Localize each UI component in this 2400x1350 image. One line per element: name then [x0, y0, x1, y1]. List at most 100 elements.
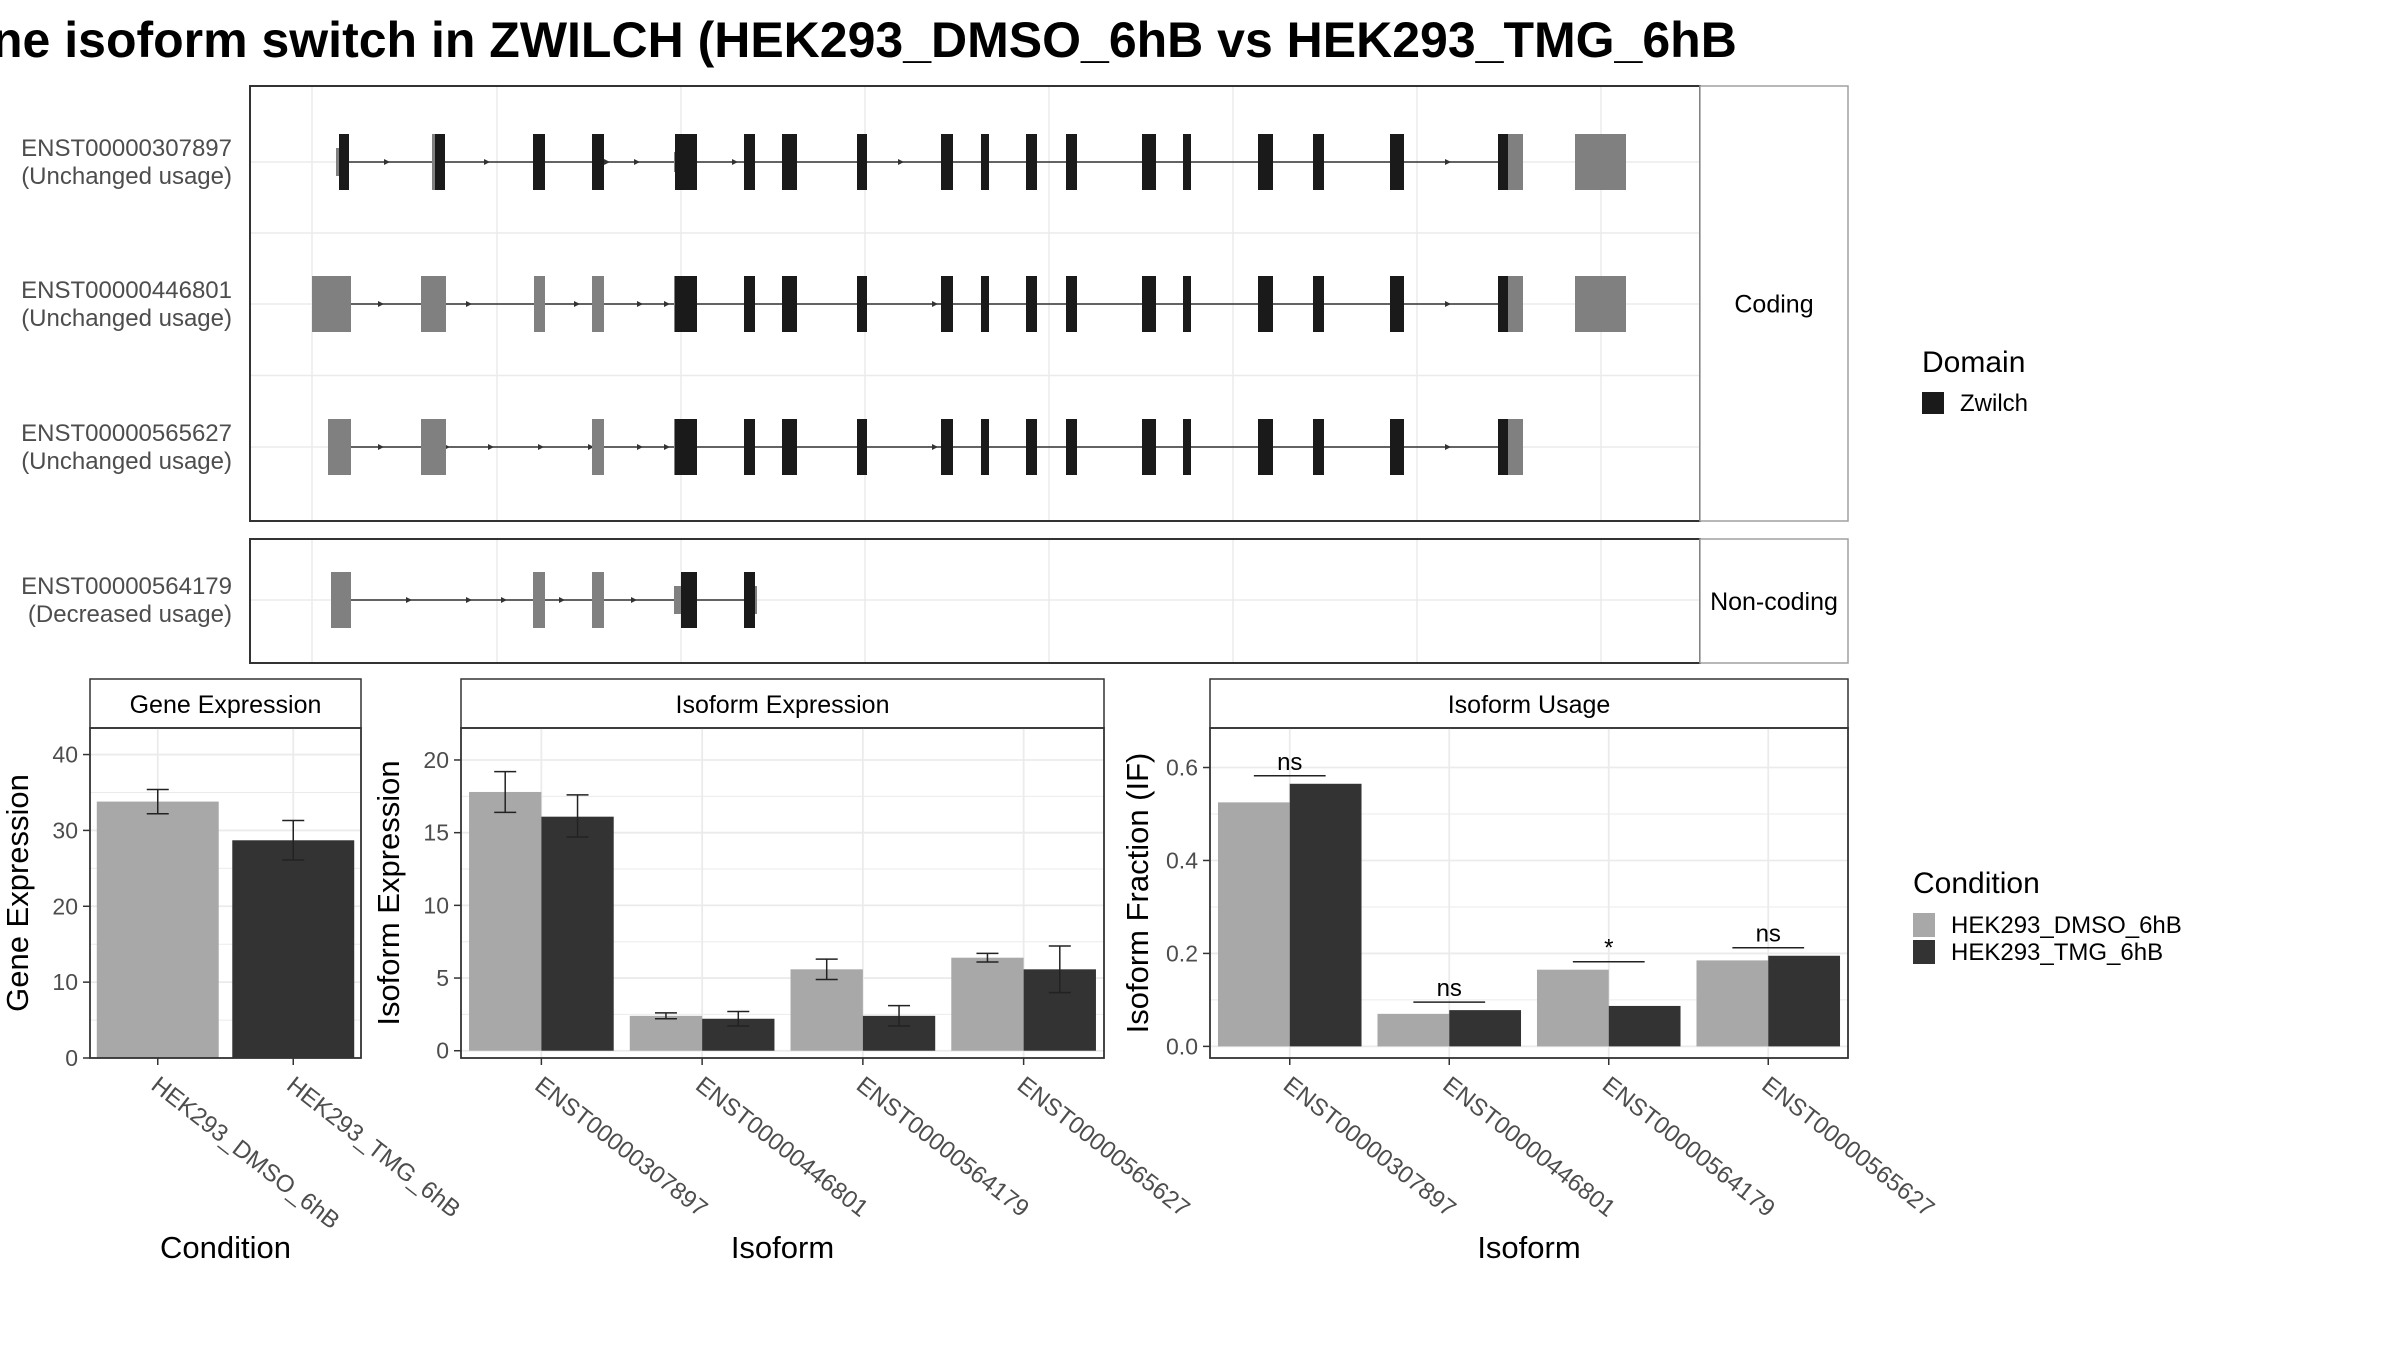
- utr-exon: [534, 276, 545, 332]
- zwilch-domain-exon: [1066, 419, 1077, 475]
- bar: [1696, 960, 1769, 1047]
- intron-direction-arrow: [538, 444, 544, 450]
- zwilch-domain-exon: [1142, 134, 1156, 190]
- domain-legend: Domain Zwilch: [1922, 346, 2028, 417]
- isoform-expression-chart: Isoform Expression 0 5 10 15 20 ENST0000030789…: [371, 678, 1195, 1265]
- utr-exon: [674, 152, 675, 172]
- significance-label: ns: [1277, 749, 1302, 776]
- zwilch-domain-exon: [675, 419, 697, 475]
- zwilch-domain-exon: [1498, 134, 1508, 190]
- intron-direction-arrow: [898, 159, 904, 165]
- intron-direction-arrow: [1445, 444, 1451, 450]
- utr-exon: [336, 148, 339, 176]
- zwilch-domain-exon: [675, 134, 697, 190]
- zwilch-domain-exon: [1183, 134, 1191, 190]
- transcript-id-label: ENST00000307897: [21, 135, 232, 162]
- utr-exon: [1508, 419, 1523, 475]
- zwilch-domain-exon: [941, 276, 953, 332]
- zwilch-domain-exon: [1183, 419, 1191, 475]
- chart-strip: [1209, 678, 1849, 729]
- y-tick-label: 0: [65, 1045, 78, 1071]
- y-tick-label: 0.6: [1166, 755, 1198, 781]
- transcript-usage-label: (Decreased usage): [28, 601, 232, 628]
- intron-direction-arrow: [488, 444, 494, 450]
- transcript-id-label: ENST00000446801: [21, 277, 232, 304]
- intron-direction-arrow: [378, 444, 384, 450]
- y-tick-label: 20: [52, 893, 78, 919]
- intron-direction-arrow: [664, 301, 670, 307]
- zwilch-domain-exon: [1498, 419, 1508, 475]
- bar: [1377, 1013, 1450, 1047]
- zwilch-domain-exon: [1390, 276, 1404, 332]
- utr-exon: [328, 419, 351, 475]
- domain-legend-key-zwilch: [1922, 392, 1944, 414]
- zwilch-domain-exon: [1026, 276, 1037, 332]
- bar: [96, 801, 219, 1058]
- condition-legend: Condition HEK293_DMSO_6hB HEK293_TMG_6hB: [1913, 867, 2182, 966]
- utr-exon: [331, 572, 351, 628]
- zwilch-domain-exon: [533, 134, 545, 190]
- zwilch-domain-exon: [1142, 419, 1156, 475]
- utr-exon: [421, 276, 446, 332]
- condition-legend-key-dmso: [1913, 913, 1935, 937]
- y-tick-label: 0.2: [1166, 940, 1198, 966]
- zwilch-domain-exon: [592, 134, 604, 190]
- intron-direction-arrow: [637, 301, 643, 307]
- zwilch-domain-exon: [675, 276, 697, 332]
- bar: [1217, 802, 1290, 1047]
- condition-legend-label-tmg: HEK293_TMG_6hB: [1951, 939, 2163, 966]
- condition-legend-key-tmg: [1913, 940, 1935, 964]
- utr-exon: [432, 134, 435, 190]
- figure-title: ne isoform switch in ZWILCH (HEK293_DMSO…: [0, 12, 1737, 68]
- zwilch-domain-exon: [744, 419, 755, 475]
- zwilch-domain-exon: [744, 134, 755, 190]
- intron-direction-arrow: [604, 159, 610, 165]
- bar: [469, 791, 542, 1051]
- utr-exon: [755, 586, 757, 614]
- utr-exon: [421, 419, 446, 475]
- y-axis-title: Isoform Expression: [371, 760, 406, 1025]
- bar: [1608, 1005, 1681, 1047]
- utr-exon: [592, 572, 604, 628]
- zwilch-domain-exon: [1390, 419, 1404, 475]
- intron-direction-arrow: [466, 597, 472, 603]
- y-axis-title: Isoform Fraction (IF): [1120, 753, 1155, 1034]
- x-axis-title: Isoform: [731, 1230, 834, 1265]
- intron-direction-arrow: [932, 444, 938, 450]
- y-tick-label: 5: [436, 965, 449, 991]
- bar: [541, 816, 614, 1051]
- intron-direction-arrow: [932, 301, 938, 307]
- zwilch-domain-exon: [681, 572, 697, 628]
- utr-exon: [1508, 134, 1523, 190]
- intron-direction-arrow: [378, 301, 384, 307]
- intron-direction-arrow: [637, 444, 643, 450]
- bar: [1768, 955, 1841, 1047]
- bar: [1449, 1010, 1522, 1047]
- utr-exon: [533, 572, 545, 628]
- transcript-row-4: [331, 572, 757, 628]
- isoform-usage-chart: Isoform Usage ns ns * ns 0.0 0.2 0.4 0.6 ENST0000…: [1120, 678, 1939, 1265]
- transcript-usage-label: (Unchanged usage): [21, 448, 232, 475]
- bar: [629, 1015, 703, 1051]
- zwilch-domain-exon: [1313, 276, 1324, 332]
- intron-direction-arrow: [559, 597, 565, 603]
- utr-exon: [674, 586, 681, 614]
- utr-exon: [1575, 276, 1626, 332]
- zwilch-domain-exon: [857, 276, 867, 332]
- zwilch-domain-exon: [339, 134, 349, 190]
- y-tick-label: 0: [436, 1038, 449, 1064]
- bar-charts: Gene Expression010203040HEK293_DMSO_6hBH…: [0, 678, 1939, 1265]
- x-tick-label: ENST00000565627: [1012, 1071, 1195, 1222]
- zwilch-domain-exon: [857, 419, 867, 475]
- zwilch-domain-exon: [1026, 134, 1037, 190]
- zwilch-domain-exon: [744, 572, 755, 628]
- bar: [232, 840, 355, 1058]
- transcript-id-label: ENST00000565627: [21, 420, 232, 447]
- chart-panel-border: [1209, 727, 1849, 1059]
- zwilch-domain-exon: [1390, 134, 1404, 190]
- y-tick-label: 40: [52, 742, 78, 768]
- y-tick-label: 10: [52, 969, 78, 995]
- domain-legend-title: Domain: [1922, 346, 2025, 379]
- zwilch-domain-exon: [941, 419, 953, 475]
